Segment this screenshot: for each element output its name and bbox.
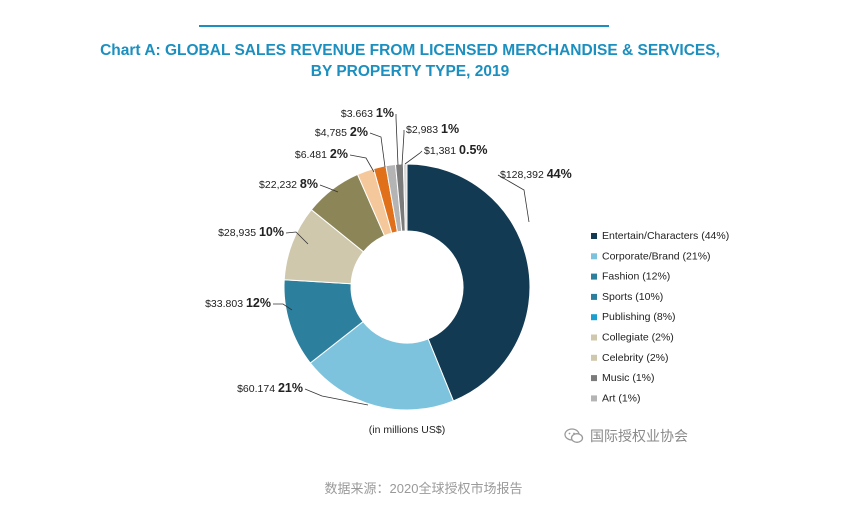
percent-label-1: 44% [547,167,572,181]
legend-swatch-1 [591,233,597,239]
value-label-9: $2,983 [406,124,441,136]
legend-label-9: Art (1%) [602,392,641,404]
value-label-6: $6.481 [295,149,330,161]
value-label-5: $22,232 [259,179,300,191]
legend-swatch-5 [591,314,597,321]
unit-note: (in millions US$) [369,424,445,436]
wechat-icon [564,428,584,443]
legend-swatch-3 [591,273,597,280]
data-label-4: $28,935 10% [218,225,284,239]
value-label-3: $33.803 [205,298,246,310]
leader-line-7 [369,132,386,168]
legend-label-7: Celebrity (2%) [602,352,669,364]
legend-swatch-6 [591,334,597,341]
legend-label-2: Corporate/Brand (21%) [602,250,711,262]
data-label-8: $3.663 1% [341,106,394,120]
data-label-2: $60.174 21% [237,381,303,395]
percent-label-10: 0.5% [459,143,488,157]
percent-label-9: 1% [441,122,459,136]
legend-label-4: Sports (10%) [602,291,663,303]
percent-label-3: 12% [246,296,271,310]
leader-line-9 [401,130,405,166]
pie-slice-1 [406,163,531,402]
leader-lines-group [273,114,530,406]
data-labels-group: $128,392 44% $60.174 21% $33.803 12% $28,93… [205,106,572,395]
legend-swatch-4 [591,293,597,300]
legend-label-8: Music (1%) [602,372,655,384]
data-label-7: $4,785 2% [315,125,368,139]
value-label-10: $1,381 [424,145,459,157]
value-label-7: $4,785 [315,127,350,139]
percent-label-2: 21% [278,381,303,395]
title-line-1: Chart A: GLOBAL SALES REVENUE FROM LICEN… [100,42,720,59]
value-label-8: $3.663 [341,108,376,120]
wechat-account-name: 国际授权业协会 [590,428,688,444]
pie-slice-2 [309,320,455,411]
data-label-10: $1,381 0.5% [424,143,488,157]
legend-label-3: Fashion (12%) [602,271,670,283]
legend-swatch-8 [591,375,597,382]
data-label-1: $128,392 44% [500,167,572,181]
legend: Entertain/Characters (44%) Corporate/Bran… [591,230,729,404]
legend-swatch-7 [591,354,597,361]
legend-label-5: Publishing (8%) [602,311,676,323]
leader-line-5 [319,184,339,193]
percent-label-7: 2% [350,125,368,139]
value-label-2: $60.174 [237,383,278,395]
wechat-watermark: 国际授权业协会 [564,426,688,446]
pie-slice-10 [402,163,408,232]
value-label-1: $128,392 [500,169,547,181]
percent-label-4: 10% [259,225,284,239]
leader-line-6 [349,154,375,173]
leader-line-10 [404,150,423,165]
leader-line-8 [395,114,399,166]
leader-line-2 [304,388,369,406]
title-rule [199,25,609,27]
leader-line-1 [497,174,530,223]
title-line-2: BY PROPERTY TYPE, 2019 [310,63,510,80]
leader-line-3 [273,303,293,311]
percent-label-5: 8% [300,177,318,191]
legend-swatch-9 [591,395,597,402]
leader-line-4 [285,231,309,245]
percent-label-8: 1% [376,106,394,120]
legend-label-1: Entertain/Characters (44%) [602,230,729,242]
source-note: 数据来源：2020全球授权市场报告 [324,481,523,496]
data-label-6: $6.481 2% [295,147,348,161]
percent-label-6: 2% [330,147,348,161]
value-label-4: $28,935 [218,227,259,239]
data-label-9: $2,983 1% [406,122,459,136]
data-label-5: $22,232 8% [259,177,318,191]
legend-label-6: Collegiate (2%) [602,332,674,344]
legend-swatch-2 [591,253,597,260]
data-label-3: $33.803 12% [205,296,271,310]
slices-group [283,163,531,411]
chart-title: Chart A: GLOBAL SALES REVENUE FROM LICEN… [60,40,760,82]
